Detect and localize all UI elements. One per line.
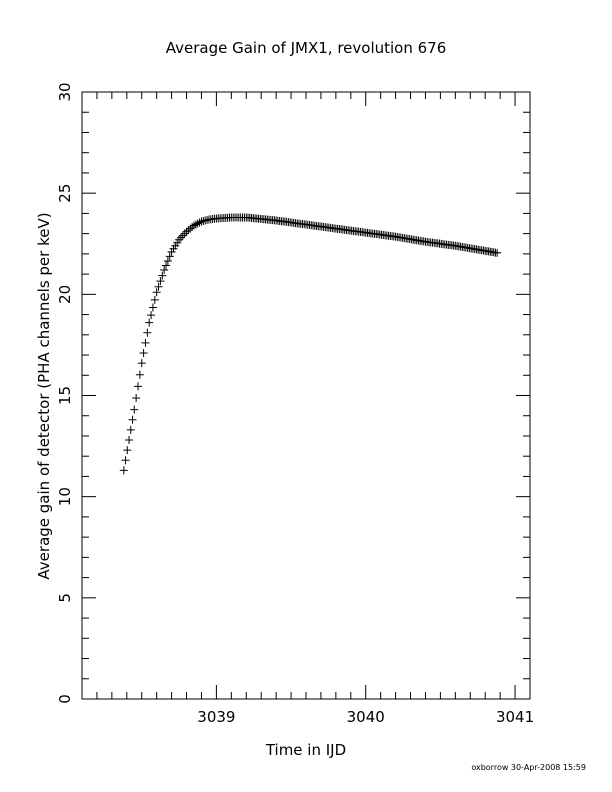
data-point [176,233,185,242]
data-point [123,446,132,455]
data-point [154,282,163,291]
data-point [156,277,165,286]
x-axis-label: Time in IJD [265,741,346,759]
data-point [203,215,212,224]
data-point [148,303,157,312]
data-point [130,405,139,414]
data-point [190,221,198,230]
data-markers [119,213,502,475]
data-point [132,394,141,403]
data-point [201,216,210,225]
data-point [178,231,187,240]
data-point [147,311,156,320]
y-tick-label: 20 [56,285,74,304]
data-point [163,256,172,265]
data-point [195,218,204,227]
data-point [128,415,137,424]
data-point [135,370,144,379]
data-point [193,219,202,228]
data-point [197,217,206,226]
x-tick-label: 3041 [496,708,534,726]
y-tick-label: 10 [56,487,74,506]
data-point [125,436,134,445]
x-tick-label: 3040 [347,708,385,726]
chart-title: Average Gain of JMX1, revolution 676 [166,39,447,57]
y-tick-label: 0 [56,694,74,704]
data-point [137,359,146,368]
y-tick-label: 15 [56,386,74,405]
data-point [191,220,200,229]
data-point [119,466,128,475]
data-point [143,328,152,337]
y-tick-label: 30 [56,82,74,101]
data-point [126,425,135,434]
data-point [121,456,130,465]
data-point [141,338,150,347]
data-point [165,252,174,261]
plot-frame [81,91,531,700]
axis-ticks [81,91,531,700]
y-tick-label: 5 [56,593,74,603]
data-point [134,382,142,391]
data-point [162,261,170,270]
tick-labels: 3039 3040 3041 0 5 10 15 20 25 30 [56,82,534,726]
data-point [493,248,502,257]
data-point [139,349,148,358]
data-point [158,271,167,280]
data-point [199,216,208,225]
data-point [150,295,159,304]
x-tick-label: 3039 [197,708,235,726]
data-point [145,318,154,327]
data-point [175,235,184,244]
data-point [160,266,169,275]
y-axis-label: Average gain of detector (PHA channels p… [35,212,53,579]
footer-stamp: oxborrow 30-Apr-2008 15:59 [471,763,586,772]
y-tick-label: 25 [56,184,74,203]
data-point [152,288,161,297]
data-point [180,229,189,238]
